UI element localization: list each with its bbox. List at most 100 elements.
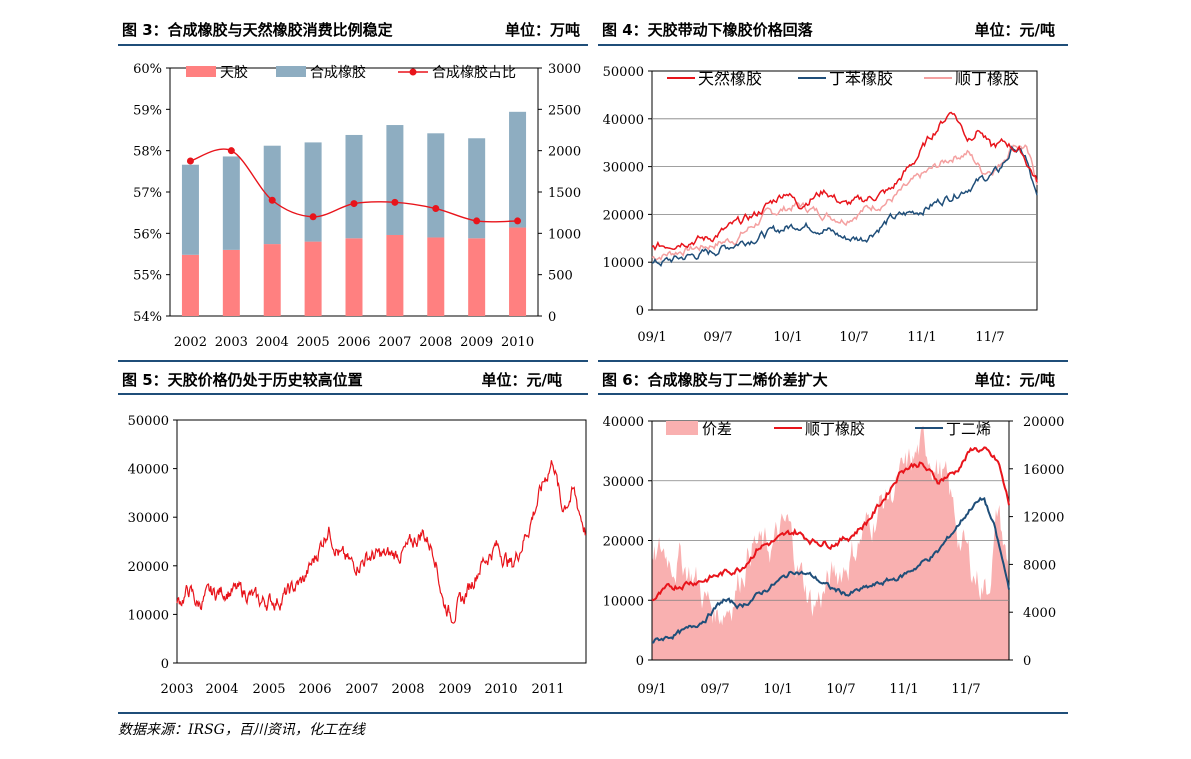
- fig6-left-tick-label: 10000: [603, 594, 644, 609]
- fig6-legend-br-label: 顺丁橡胶: [805, 420, 865, 438]
- fig5-header: 图 5：天胶价格仍处于历史较高位置 单位：元/吨: [122, 367, 562, 393]
- fig3-unit: 单位：万吨: [504, 21, 580, 39]
- fig4-y-tick-label: 50000: [603, 65, 644, 80]
- fig3-x-tick-label: 2002: [174, 335, 207, 350]
- rule-bottom: [118, 712, 1068, 714]
- fig6-right-tick-label: 16000: [1023, 463, 1064, 478]
- fig3-share-point: [268, 196, 276, 204]
- fig6-right-tick-label: 0: [1023, 654, 1031, 669]
- fig3-share-point: [186, 157, 194, 165]
- fig3-left-tick-label: 57%: [133, 186, 162, 201]
- fig3-x-tick-label: 2003: [215, 335, 248, 350]
- fig3-share-point: [391, 198, 399, 206]
- fig5-plot-frame: [176, 419, 587, 664]
- fig3-x-tick-label: 2005: [297, 335, 330, 350]
- fig4-y-tick-label: 0: [636, 304, 644, 319]
- fig3-x-tick-label: 2009: [460, 335, 493, 350]
- fig4-legend-natural-label: 天然橡胶: [698, 69, 762, 88]
- fig3-bar-synthetic: [386, 125, 404, 235]
- fig3-left-tick-label: 54%: [133, 310, 162, 325]
- fig3-bar-natural: [427, 237, 445, 316]
- rule-top-right: [598, 44, 1068, 46]
- fig4-y-tick-label: 20000: [603, 208, 644, 223]
- fig3-bar-natural: [263, 244, 281, 316]
- fig3-share-point: [432, 205, 440, 213]
- fig3-x-tick-label: 2007: [378, 335, 411, 350]
- fig5-x-tick-label: 2004: [205, 682, 238, 697]
- fig3-x-tick-label: 2008: [419, 335, 452, 350]
- fig3-legend-share-label: 合成橡胶占比: [432, 64, 516, 81]
- fig3-right-tick-label: 2500: [548, 103, 581, 118]
- fig3-right-tick-label: 500: [548, 269, 573, 284]
- fig4-y-tick-label: 10000: [603, 256, 644, 271]
- fig5-line-natural: [176, 460, 587, 624]
- fig4-plot-frame: [651, 70, 1038, 311]
- rule-mid2-right: [598, 393, 1068, 395]
- fig6-right-tick-label: 12000: [1023, 511, 1064, 526]
- fig5-x-tick-label: 2007: [345, 682, 378, 697]
- fig6-legend-butadiene-label: 丁二烯: [946, 420, 991, 438]
- fig3-legend-natural-label: 天胶: [220, 64, 248, 81]
- fig4-line-natural: [651, 111, 1038, 251]
- fig3-legend-natural-swatch: [186, 66, 216, 77]
- fig4-unit: 单位：元/吨: [974, 21, 1055, 39]
- fig6-right-tick-label: 20000: [1023, 415, 1064, 430]
- fig3-bar-synthetic: [509, 111, 527, 228]
- fig4-line-br: [651, 144, 1038, 262]
- fig3-share-point: [227, 147, 235, 155]
- fig3-left-tick-label: 56%: [133, 227, 162, 242]
- fig6-area-spread: [652, 425, 1009, 660]
- fig3-right-tick-label: 1500: [548, 186, 581, 201]
- fig3-right-tick-label: 2000: [548, 145, 581, 160]
- fig5-title: 图 5：天胶价格仍处于历史较高位置: [122, 371, 363, 389]
- fig6-x-tick-label: 10/7: [826, 682, 855, 697]
- fig3-title: 图 3：合成橡胶与天然橡胶消费比例稳定: [122, 21, 393, 39]
- fig5-y-tick-label: 40000: [128, 463, 169, 478]
- fig3-right-tick-label: 0: [548, 310, 556, 325]
- fig3-left-tick-label: 58%: [133, 145, 162, 160]
- fig3-right-tick-label: 3000: [548, 62, 581, 77]
- fig3-bar-synthetic: [427, 133, 445, 238]
- fig3-left-tick-label: 59%: [133, 103, 162, 118]
- fig3-header: 图 3：合成橡胶与天然橡胶消费比例稳定 单位：万吨: [122, 17, 580, 43]
- fig3-bar-synthetic: [222, 156, 240, 250]
- fig3-bar-natural: [386, 234, 404, 316]
- fig5-x-tick-label: 2003: [160, 682, 193, 697]
- fig4-x-tick-label: 10/7: [839, 330, 868, 345]
- fig6-x-tick-label: 10/1: [763, 682, 792, 697]
- fig5-x-tick-label: 2011: [531, 682, 564, 697]
- fig3-share-point: [350, 200, 358, 208]
- fig3-bar-natural: [345, 238, 363, 316]
- fig6-title: 图 6：合成橡胶与丁二烯价差扩大: [602, 371, 828, 389]
- fig4-legend-br-label: 顺丁橡胶: [955, 69, 1019, 88]
- fig3-bar-natural: [509, 227, 527, 316]
- fig6-left-tick-label: 20000: [603, 535, 644, 550]
- fig3-share-point: [473, 217, 481, 225]
- rule-top-left: [118, 44, 588, 46]
- fig3-x-tick-label: 2006: [337, 335, 370, 350]
- fig5-y-tick-label: 0: [161, 657, 169, 672]
- fig4-x-tick-label: 09/7: [703, 330, 732, 345]
- fig3-legend-share-marker: [409, 68, 417, 76]
- fig4-y-tick-label: 30000: [603, 161, 644, 176]
- fig5-x-tick-label: 2009: [438, 682, 471, 697]
- fig3-share-point: [309, 213, 317, 221]
- rule-mid-right: [598, 360, 1068, 362]
- fig3-bar-synthetic: [263, 145, 281, 245]
- fig6-right-tick-label: 8000: [1023, 558, 1056, 573]
- fig3-bar-synthetic: [468, 138, 486, 239]
- fig3-bar-natural: [304, 241, 322, 316]
- fig6-line-butadiene: [652, 496, 1010, 644]
- fig3-left-tick-label: 60%: [133, 62, 162, 77]
- fig6-legend-spread-label: 价差: [702, 420, 732, 438]
- fig6-unit: 单位：元/吨: [974, 371, 1055, 389]
- fig5-x-tick-label: 2005: [252, 682, 285, 697]
- fig3-bar-natural: [222, 249, 240, 316]
- fig3-left-tick-label: 55%: [133, 269, 162, 284]
- fig6-header: 图 6：合成橡胶与丁二烯价差扩大 单位：元/吨: [602, 367, 1055, 393]
- fig4-header: 图 4：天胶带动下橡胶价格回落 单位：元/吨: [602, 17, 1055, 43]
- rule-mid2-left: [118, 393, 588, 395]
- fig4-x-tick-label: 11/7: [975, 330, 1004, 345]
- fig6-left-tick-label: 40000: [603, 415, 644, 430]
- fig4-x-tick-label: 09/1: [637, 330, 666, 345]
